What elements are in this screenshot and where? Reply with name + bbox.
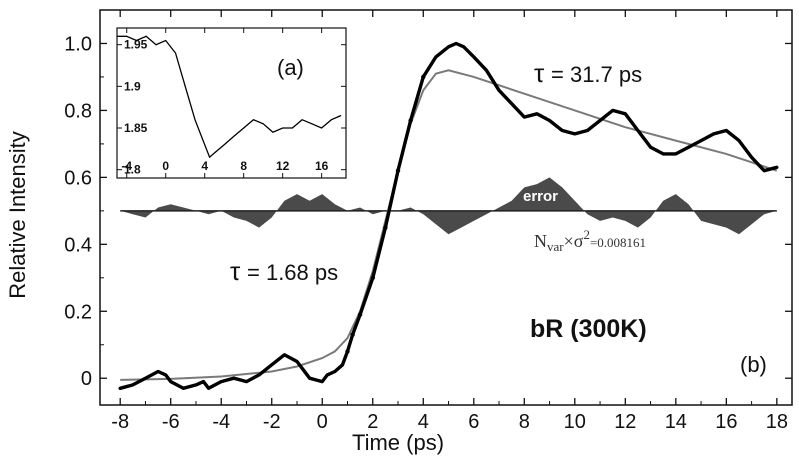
x-tick-label: 8 — [519, 411, 530, 433]
error-label: error — [523, 188, 558, 205]
y-axis-label: Relative Intensity — [5, 131, 30, 299]
inset-line — [117, 35, 342, 159]
nvar-times-sigma: ×σ — [564, 231, 584, 251]
data-point — [408, 118, 413, 123]
tau-rise-value: = 1.68 ps — [247, 260, 338, 285]
inset-y-tick-label: 1.8 — [124, 163, 141, 177]
main-ticks: -8 -6 -4 -2 0 2 4 6 8 10 12 14 16 18 0 0.2 0.4 0.6 0.8 1.0 — [64, 10, 792, 433]
x-tick-label: -4 — [212, 411, 230, 433]
x-tick-label: 4 — [418, 411, 429, 433]
main-plot-frame — [99, 9, 793, 406]
data-point — [370, 275, 375, 280]
inset-x-tick-label: 0 — [162, 159, 169, 173]
x-tick-label: 2 — [367, 411, 378, 433]
tau-decay-annotation: τ = 31.7 ps — [534, 58, 642, 88]
x-tick-label: 10 — [564, 411, 586, 433]
inset-x-tick-label: -4 — [121, 159, 132, 173]
error-residual — [120, 177, 777, 235]
y-tick-label: 0 — [81, 368, 92, 390]
inset-x-tick-label: 4 — [201, 159, 208, 173]
sample-label: bR (300K) — [530, 315, 647, 343]
inset-ticks: -4 0 4 8 12 16 1.8 1.85 1.9 1.95 — [117, 28, 346, 178]
panel-label-a: (a) — [277, 55, 304, 80]
x-tick-label: -2 — [263, 411, 281, 433]
x-tick-label: -8 — [111, 411, 129, 433]
tau-rise-symbol: τ — [230, 256, 241, 286]
nvar-prefix: N — [534, 231, 547, 251]
x-tick-label: 14 — [665, 411, 687, 433]
inset-y-tick-label: 1.85 — [124, 121, 148, 135]
y-tick-label: 0.4 — [64, 234, 92, 256]
y-tick-label: 0.6 — [64, 167, 92, 189]
x-tick-label: 6 — [468, 411, 479, 433]
tau-decay-symbol: τ — [534, 58, 545, 88]
x-tick-label: 12 — [614, 411, 636, 433]
data-point — [350, 332, 355, 337]
data-point — [357, 312, 363, 317]
error-area — [120, 177, 777, 235]
inset-y-tick-label: 1.95 — [124, 38, 148, 52]
data-point — [383, 225, 388, 230]
nvar-value: =0.008161 — [590, 235, 646, 250]
inset-x-tick-label: 8 — [240, 159, 247, 173]
y-tick-label: 0.2 — [64, 301, 92, 323]
data-point — [345, 349, 350, 354]
inset-frame — [116, 27, 347, 179]
tau-rise-annotation: τ = 1.68 ps — [230, 256, 338, 286]
panel-label-b: (b) — [740, 352, 767, 377]
data-point — [421, 74, 426, 80]
inset-x-tick-label: 16 — [315, 159, 329, 173]
y-tick-label: 1.0 — [64, 33, 92, 55]
x-axis-label: Time (ps) — [352, 430, 444, 455]
nvar-annotation: Nvar×σ2=0.008161 — [534, 227, 646, 254]
nvar-superscript: 2 — [583, 227, 590, 242]
data-curve — [118, 41, 779, 390]
x-tick-label: -6 — [162, 411, 180, 433]
y-tick-label: 0.8 — [64, 100, 92, 122]
tau-decay-value: = 31.7 ps — [551, 62, 642, 87]
x-tick-label: 0 — [317, 411, 328, 433]
inset-x-tick-label: 12 — [276, 159, 290, 173]
inset-data-curve — [117, 35, 342, 159]
x-tick-label: 18 — [766, 411, 788, 433]
x-tick-label: 16 — [715, 411, 737, 433]
data-point — [395, 168, 401, 173]
inset-y-tick-label: 1.9 — [124, 79, 141, 93]
nvar-subscript: var — [547, 239, 564, 254]
